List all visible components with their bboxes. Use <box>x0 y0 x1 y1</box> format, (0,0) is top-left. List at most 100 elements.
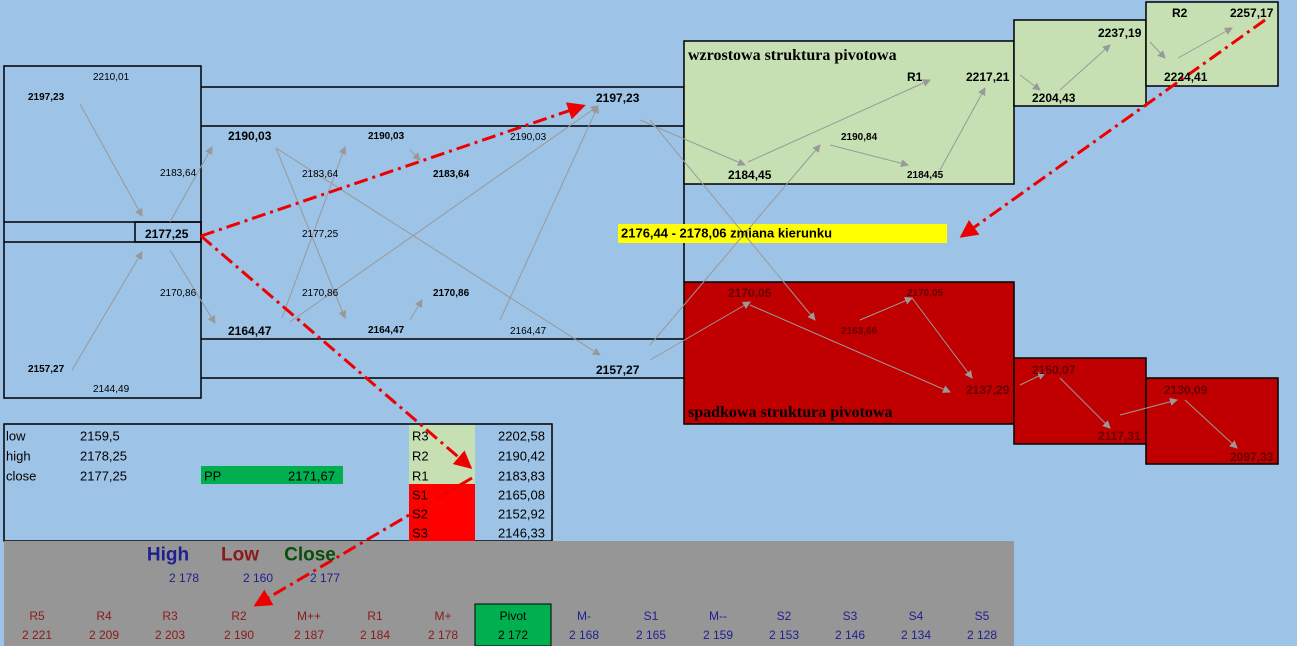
level-label: M- <box>577 609 591 623</box>
zone-label: 2176,44 - 2178,06 zmiana kierunku <box>621 225 833 241</box>
price-label: 2197,23 <box>28 92 65 103</box>
hlc-value: 2 160 <box>242 571 274 585</box>
price-label: 2170,05 <box>907 288 944 299</box>
level-label: R5 <box>29 609 45 623</box>
cell-label: low <box>6 428 26 444</box>
price-label: 2183,64 <box>302 169 339 180</box>
level-value: 2 165 <box>635 628 667 642</box>
cell-label: PP <box>204 468 222 484</box>
price-label: 2137,29 <box>966 383 1010 397</box>
cell-label: close <box>6 468 37 484</box>
level-label: S1 <box>643 609 659 623</box>
price-label: 2210,01 <box>93 72 130 83</box>
cell-value: 2159,5 <box>80 428 120 444</box>
level-label: Pivot <box>499 609 527 623</box>
level-value: 2 128 <box>966 628 998 642</box>
price-label: 2257,17 <box>1230 6 1274 20</box>
price-label: 2144,49 <box>93 384 130 395</box>
level-value: 2 184 <box>359 628 391 642</box>
price-label: 2190,84 <box>841 132 878 143</box>
price-label: 2170,05 <box>728 286 772 300</box>
hlc-label: Low <box>221 544 259 566</box>
hlc-label: Close <box>284 544 336 566</box>
price-label: 2177,25 <box>302 229 339 240</box>
price-label: 2190,03 <box>228 129 272 143</box>
red-arrows <box>200 18 1266 607</box>
level-label: M+ <box>434 609 452 623</box>
hlc-label: High <box>146 544 190 566</box>
level-label: S2 <box>776 609 792 623</box>
hlc-value: 2 178 <box>168 571 200 585</box>
price-label: 2170,86 <box>302 288 339 299</box>
level-label: M++ <box>296 609 322 623</box>
cell-value: 2177,25 <box>80 468 127 484</box>
price-label: R1 <box>907 70 923 84</box>
level-value: 2 153 <box>768 628 800 642</box>
level-value: 2 209 <box>88 628 120 642</box>
level-label: S3 <box>842 609 858 623</box>
price-label: 2150,07 <box>1032 363 1076 377</box>
cell-label: S2 <box>412 506 428 522</box>
cell-label: R2 <box>412 448 429 464</box>
cell-value: 2183,83 <box>498 468 545 484</box>
level-value: 2 134 <box>900 628 932 642</box>
price-label: 2097,33 <box>1230 450 1274 464</box>
cell-value: 2165,08 <box>498 487 545 503</box>
level-label: R4 <box>96 609 112 623</box>
cell-value: 2152,92 <box>498 506 545 522</box>
level-value: 2 187 <box>293 628 325 642</box>
price-label: 2164,47 <box>228 324 272 338</box>
cell-label: R1 <box>412 468 429 484</box>
level-value: 2 221 <box>21 628 53 642</box>
cell-label: high <box>6 448 31 464</box>
price-label: 2117,31 <box>1098 429 1141 443</box>
level-label: R3 <box>162 609 178 623</box>
price-label: 2157,27 <box>28 364 65 375</box>
cell-label: S1 <box>412 487 428 503</box>
table-cells <box>3 423 1014 646</box>
level-value: 2 178 <box>427 628 459 642</box>
level-label: S4 <box>908 609 924 623</box>
boxes <box>3 65 685 399</box>
zone-title: spadkowa struktura pivotowa <box>688 404 893 421</box>
price-label: 2164,47 <box>368 325 405 336</box>
price-label: 2170,86 <box>433 288 470 299</box>
price-label: 2184,45 <box>728 168 772 182</box>
cell-value: 2178,25 <box>80 448 127 464</box>
price-label: 2177,25 <box>145 227 189 241</box>
level-label: R2 <box>231 609 247 623</box>
price-label: 2224,41 <box>1164 70 1208 84</box>
price-label: 2163,66 <box>841 326 878 337</box>
price-label: 2183,64 <box>160 168 197 179</box>
cell-label: R3 <box>412 428 429 444</box>
zones <box>618 1 1279 465</box>
cell-value: 2171,67 <box>288 468 335 484</box>
level-label: S5 <box>974 609 990 623</box>
level-value: 2 203 <box>154 628 186 642</box>
level-value: 2 159 <box>702 628 734 642</box>
zone-title: wzrostowa struktura pivotowa <box>688 47 897 64</box>
price-label: 2190,03 <box>510 132 547 143</box>
price-label: 2204,43 <box>1032 91 1076 105</box>
price-label: 2190,03 <box>368 131 405 142</box>
level-value: 2 172 <box>497 628 529 642</box>
price-label: 2130,09 <box>1164 383 1208 397</box>
hlc-value: 2 177 <box>309 571 341 585</box>
cell-value: 2202,58 <box>498 428 545 444</box>
level-label: M-- <box>709 609 727 623</box>
level-value: 2 190 <box>223 628 255 642</box>
price-label: 2183,64 <box>433 169 470 180</box>
price-label: 2170,86 <box>160 288 197 299</box>
price-label: R2 <box>1172 6 1188 20</box>
price-label: 2184,45 <box>907 170 944 181</box>
level-value: 2 168 <box>568 628 600 642</box>
price-label: 2157,27 <box>596 363 640 377</box>
cell-value: 2146,33 <box>498 525 545 541</box>
cell-label: S3 <box>412 525 428 541</box>
price-label: 2217,21 <box>966 70 1010 84</box>
level-value: 2 146 <box>834 628 866 642</box>
price-label: 2164,47 <box>510 326 547 337</box>
gray-arrows <box>71 27 1238 449</box>
